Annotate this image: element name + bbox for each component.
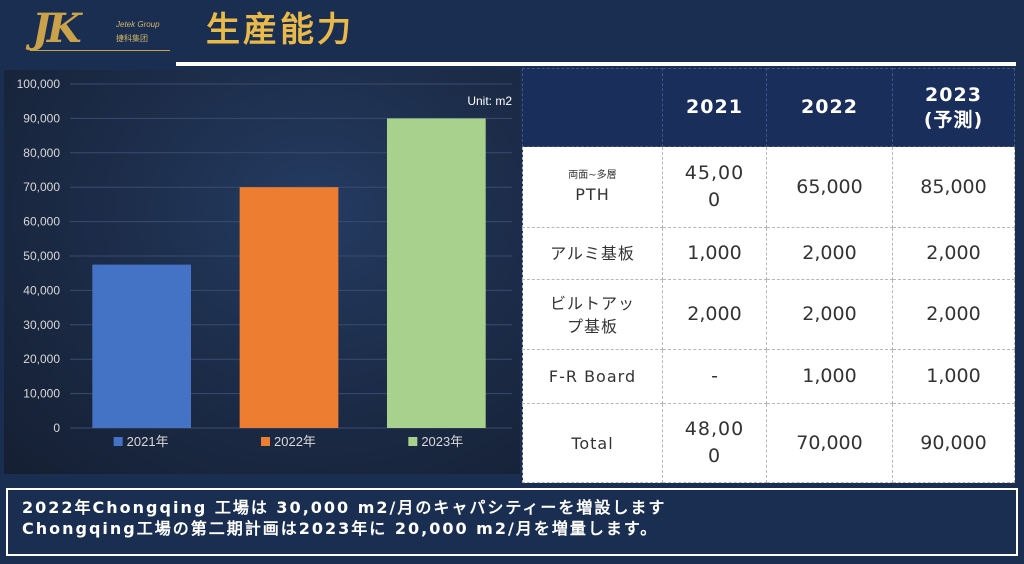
y-tick-label: 40,000 [23,283,60,297]
cell-pth-2022: 65,000 [766,146,893,228]
capacity-chart: 0 10,000 20,000 30,000 40,000 50,000 60,000 70,… [4,70,520,474]
y-tick-label: 20,000 [23,352,60,366]
y-tick-label: 10,000 [23,387,60,401]
header-corner [522,68,663,147]
cell-buildup-2021: 2,000 [662,279,767,350]
note-line-2: Chongqing工場の第二期計画は2023年に 20,000 m2/月を増量し… [22,519,659,538]
cell-frboard-2021: - [662,349,767,404]
y-tick-label: 80,000 [23,146,60,160]
y-tick-label: 100,000 [17,77,61,91]
logo-underline [30,50,170,51]
bar-2022年 [239,187,339,428]
y-tick-label: 60,000 [23,215,60,229]
legend-swatch [113,437,123,446]
row-label-buildup: ビルトアップ基板 [522,279,663,350]
table-header-row: 2021 2022 2023 (予測) [522,68,1015,147]
table-row: Total 48,000 70,000 90,000 [522,403,1015,483]
chart-legend: 2021年 2022年 2023年 [113,434,463,449]
legend-swatch [261,437,270,446]
header-2023-year: 2023 [925,83,982,106]
row-label-pth: 両面~多層 PTH [522,146,663,228]
header-2021: 2021 [662,68,767,147]
header-2022: 2022 [766,68,893,147]
row-label-buildup-text: ビルトアップ基板 [549,293,635,336]
chart-svg: 0 10,000 20,000 30,000 40,000 50,000 60,000 70,… [17,77,513,449]
y-tick-label: 0 [53,421,60,435]
legend-swatch [408,437,418,446]
cell-total-2023: 90,000 [892,403,1015,483]
note-line-1: 2022年Chongqing 工場は 30,000 m2/月のキャパシティーを増… [22,498,667,517]
cell-value: 48,000 [684,418,745,467]
y-axis-ticks: 0 10,000 20,000 30,000 40,000 50,000 60,000 70,… [17,77,61,435]
cell-buildup-2022: 2,000 [766,279,893,350]
y-tick-label: 90,000 [23,111,60,125]
bar-2021年 [92,264,192,428]
header-2023: 2023 (予測) [892,68,1015,147]
cell-value: 45,000 [684,162,745,211]
table-row: 両面~多層 PTH 45,000 65,000 85,000 [522,146,1015,228]
cell-frboard-2023: 1,000 [892,349,1015,404]
legend-label: 2023年 [421,434,463,449]
table-row: F-R Board - 1,000 1,000 [522,349,1015,404]
cell-alumi-2022: 2,000 [766,227,893,280]
cell-pth-2021: 45,000 [662,146,767,228]
cell-pth-2023: 85,000 [892,146,1015,228]
unit-label: Unit: m2 [467,94,512,108]
bar-2023年 [386,118,486,429]
cell-alumi-2023: 2,000 [892,227,1015,280]
header-2023-forecast: (予測) [923,108,984,131]
cell-frboard-2022: 1,000 [766,349,893,404]
row-label-pth-main: PTH [575,184,610,204]
notes-box: 2022年Chongqing 工場は 30,000 m2/月のキャパシティーを増… [6,488,1018,556]
y-tick-label: 30,000 [23,318,60,332]
table-row: アルミ基板 1,000 2,000 2,000 [522,227,1015,280]
capacity-table: 2021 2022 2023 (予測) 両面~多層 PTH 45,000 65,… [522,68,1015,483]
header-bar [0,0,1024,62]
logo-group-en: Jetek Group [116,20,160,29]
page-title: 生産能力 [206,10,354,50]
chart-bars [92,118,486,429]
table-row: ビルトアップ基板 2,000 2,000 2,000 [522,279,1015,350]
row-label-frboard: F-R Board [522,349,663,404]
row-label-total: Total [522,403,663,483]
y-tick-label: 70,000 [23,180,60,194]
y-tick-label: 50,000 [23,249,60,263]
header-divider [176,62,1016,66]
legend-label: 2022年 [274,434,316,449]
capacity-table-wrap: 2021 2022 2023 (予測) 両面~多層 PTH 45,000 65,… [522,68,1015,483]
company-logo: JK Jetek Group 捷科集团 [28,6,174,52]
legend-label: 2021年 [127,434,169,449]
logo-group-cn: 捷科集团 [116,34,148,43]
cell-alumi-2021: 1,000 [662,227,767,280]
cell-total-2022: 70,000 [766,403,893,483]
row-label-pth-sub: 両面~多層 [568,169,617,181]
row-label-alumi: アルミ基板 [522,227,663,280]
cell-total-2021: 48,000 [662,403,767,483]
logo-mark: JK [32,5,82,52]
cell-buildup-2023: 2,000 [892,279,1015,350]
